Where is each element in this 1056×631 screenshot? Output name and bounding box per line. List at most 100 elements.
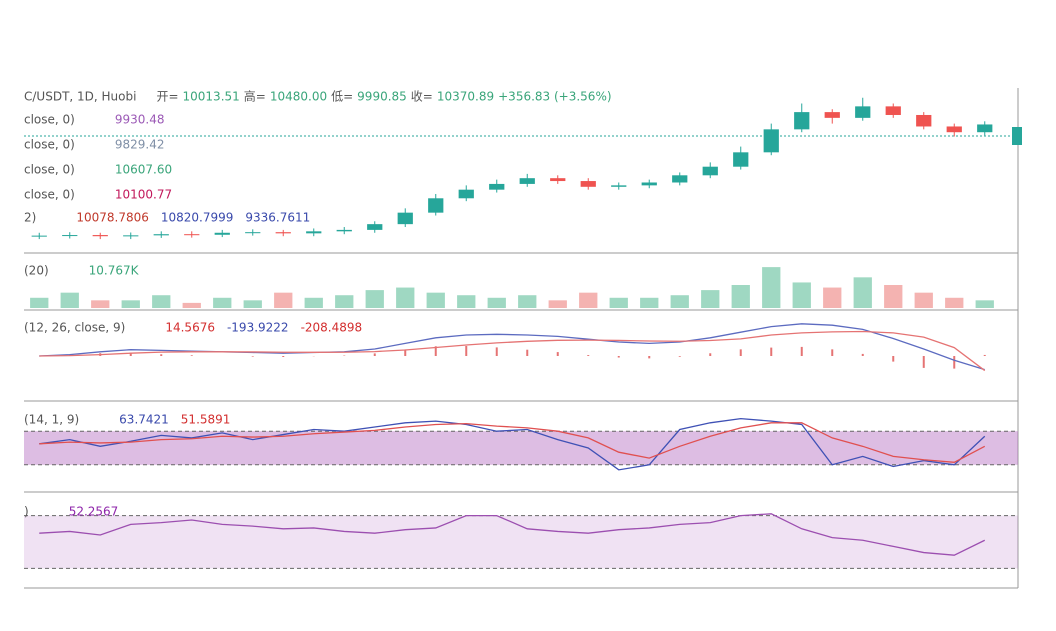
legend-label: (12, 26, close, 9) [24, 321, 125, 335]
volume-bar [427, 293, 445, 308]
volume-bar [183, 303, 201, 308]
candle-body [977, 124, 992, 132]
candle-body [337, 230, 352, 231]
candle-body [215, 233, 230, 235]
last-price-tag [1012, 127, 1022, 145]
histogram-bar [892, 356, 894, 362]
candle-body [489, 184, 504, 190]
legend-value: 10820.7999 [161, 211, 234, 225]
legend-label: 2) [24, 211, 36, 225]
legend-value: 10.767K [89, 264, 140, 278]
candle-body [855, 106, 870, 117]
candle-body [367, 224, 382, 230]
volume-bar [610, 298, 628, 308]
legend-value: 9829.42 [115, 138, 165, 152]
histogram-bar [160, 354, 162, 356]
volume-bar [793, 282, 811, 308]
candle-body [154, 234, 169, 235]
legend-value: 10370.89 [437, 90, 494, 104]
legend-value: 10607.60 [115, 163, 172, 177]
histogram-bar [374, 353, 376, 356]
histogram-bar [587, 355, 589, 356]
candle-body [642, 182, 657, 185]
legend-value: 9930.48 [115, 113, 165, 127]
candle-body [764, 129, 779, 152]
legend-value: -193.9222 [227, 321, 289, 335]
legend-value: 51.5891 [181, 413, 231, 427]
volume-bar [457, 295, 475, 308]
candle-body [62, 235, 77, 236]
candle-body [611, 185, 626, 186]
candle-body [947, 126, 962, 132]
candle-body [916, 115, 931, 126]
histogram-bar [465, 346, 467, 356]
histogram-bar [557, 352, 559, 356]
legend-label: (14, 1, 9) [24, 413, 79, 427]
volume-bar [671, 295, 689, 308]
volume-bar [640, 298, 658, 308]
volume-bar [91, 300, 109, 308]
legend-value: -208.4898 [301, 321, 363, 335]
volume-bar [61, 293, 79, 308]
legend-value: 52.2567 [69, 505, 119, 519]
histogram-bar [191, 355, 193, 356]
legend-value: 10100.77 [115, 188, 172, 202]
volume-bar [884, 285, 902, 308]
legend-value: 10078.7806 [76, 211, 149, 225]
legend-value: 63.7421 [119, 413, 169, 427]
legend-value: +356.83 (+3.56%) [498, 90, 611, 104]
volume-bar [30, 298, 48, 308]
candle-body [93, 235, 108, 236]
volume-bar [549, 300, 567, 308]
histogram-bar [984, 355, 986, 356]
volume-bar [122, 300, 140, 308]
volume-bar [244, 300, 262, 308]
candle-body [733, 152, 748, 166]
candle-body [184, 234, 199, 235]
volume-bar [366, 290, 384, 308]
histogram-bar [801, 347, 803, 356]
histogram-bar [862, 354, 864, 356]
candle-body [276, 232, 291, 233]
volume-bar [854, 277, 872, 308]
candle-body [703, 167, 718, 176]
volume-bar [945, 298, 963, 308]
legend-label: C/USDT, 1D, Huobi [24, 90, 136, 104]
legend-value: 低= [331, 90, 353, 104]
histogram-bar [709, 353, 711, 356]
candle-body [825, 112, 840, 118]
candle-body [123, 235, 138, 236]
candle-body [428, 198, 443, 212]
volume-bar [274, 293, 292, 308]
histogram-bar [831, 349, 833, 356]
histogram-bar [618, 356, 620, 358]
candle-body [245, 232, 260, 233]
legend-label: close, 0) [24, 113, 75, 127]
legend-value: 10480.00 [270, 90, 327, 104]
volume-bar [915, 293, 933, 308]
histogram-bar [496, 347, 498, 356]
volume-bar [335, 295, 353, 308]
candle-body [520, 178, 535, 184]
legend-value: 14.5676 [165, 321, 215, 335]
volume-bar [762, 267, 780, 308]
legend-value: 高= [244, 89, 266, 104]
histogram-bar [770, 348, 772, 356]
volume-bar [488, 298, 506, 308]
candle-body [459, 190, 474, 199]
candle-body [398, 213, 413, 224]
volume-bar [152, 295, 170, 308]
histogram-bar [953, 356, 955, 369]
legend-value: 开= [156, 90, 178, 104]
legend-label: (20) [24, 264, 49, 278]
volume-bar [732, 285, 750, 308]
candle-body [672, 175, 687, 182]
histogram-bar [526, 350, 528, 356]
volume-bar [305, 298, 323, 308]
legend-value: 10013.51 [183, 90, 240, 104]
volume-bar [579, 293, 597, 308]
legend-label: close, 0) [24, 138, 75, 152]
candle-body [550, 178, 565, 181]
volume-bar [701, 290, 719, 308]
